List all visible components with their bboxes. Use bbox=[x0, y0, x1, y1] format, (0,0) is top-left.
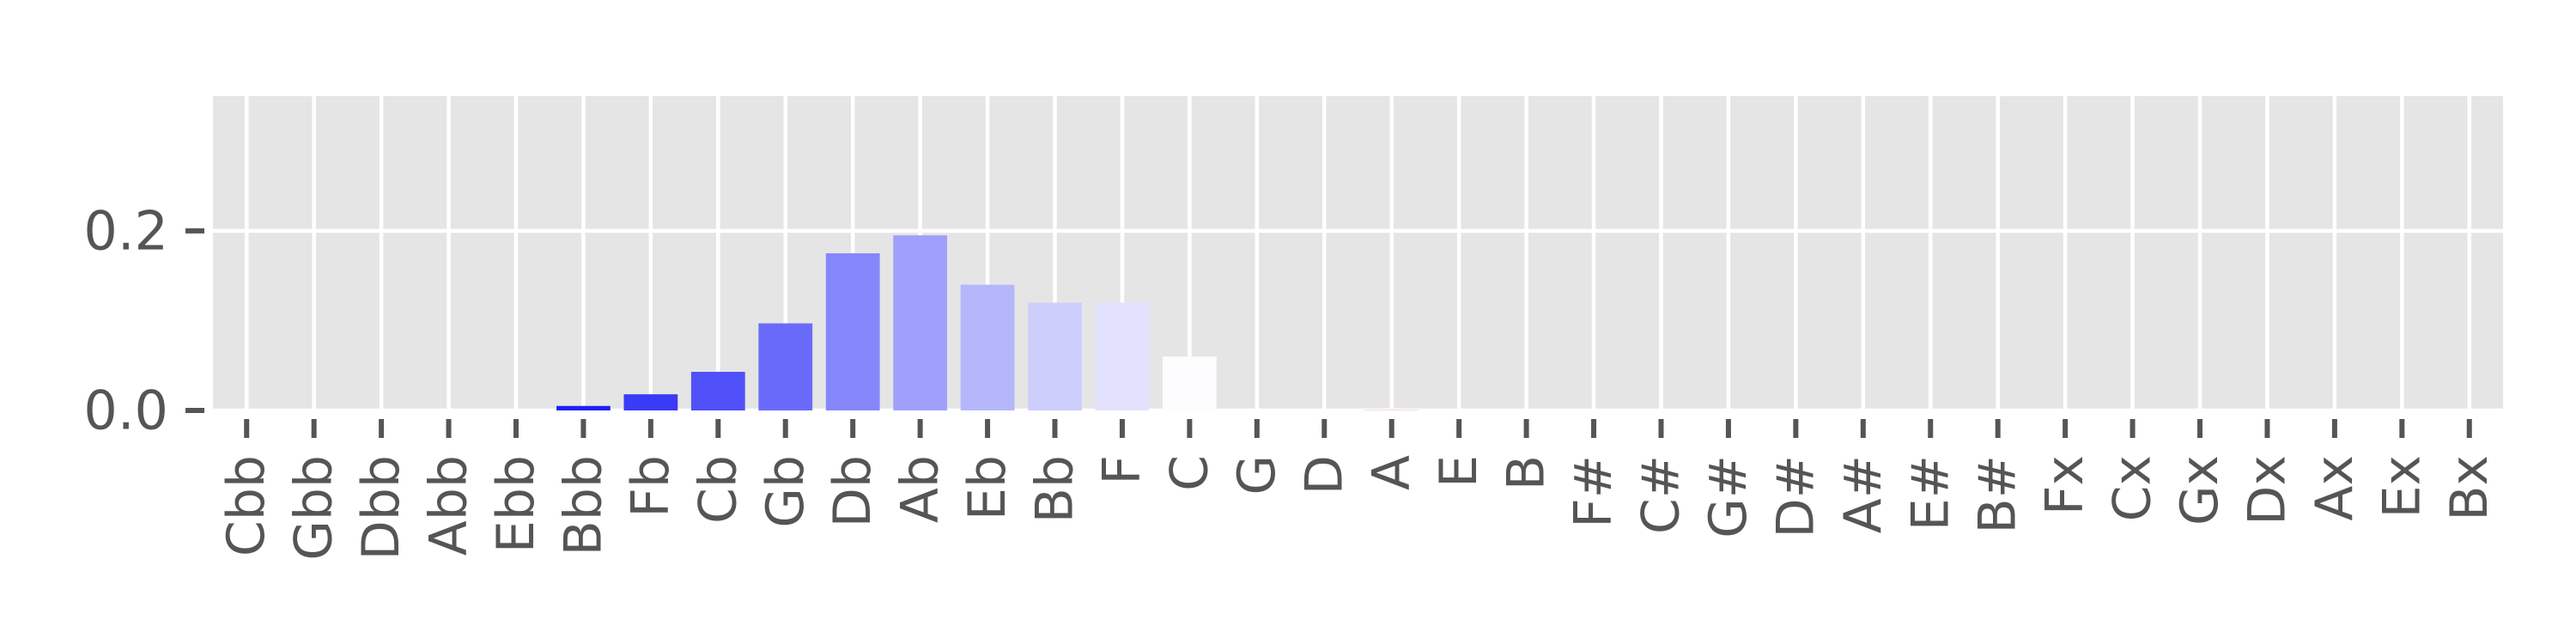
x-tick-label: G# bbox=[1698, 455, 1759, 538]
x-tick-label: C bbox=[1159, 455, 1219, 491]
y-axis: 0.0 0.2 bbox=[83, 199, 204, 442]
x-tick-label: Gx bbox=[2170, 455, 2230, 526]
bar-Db bbox=[825, 253, 880, 410]
x-tick-label: Cbb bbox=[216, 455, 276, 556]
x-tick-label: B bbox=[1497, 455, 1557, 490]
x-tick-label: B# bbox=[1968, 455, 2028, 533]
x-tick-label: E bbox=[1429, 455, 1489, 488]
x-tick-label: Abb bbox=[419, 455, 479, 556]
x-tick-label: Fb bbox=[621, 455, 681, 518]
x-tick-label: F bbox=[1092, 455, 1152, 485]
x-tick-label: Fx bbox=[2035, 455, 2095, 515]
bars bbox=[556, 235, 1419, 410]
x-tick-label: G bbox=[1227, 455, 1287, 495]
bar-Bbb bbox=[556, 405, 611, 410]
y-tick-label: 0.2 bbox=[83, 199, 168, 262]
x-axis: Cbb Gbb Dbb Abb Ebb Bbb Fb Cb Gb Db Ab Eb Bb F C G D A E B F… bbox=[216, 419, 2500, 561]
x-tick-label: C# bbox=[1631, 455, 1691, 534]
x-tick-label: A bbox=[1362, 455, 1422, 490]
x-tick-label: F# bbox=[1564, 455, 1624, 528]
plot-background bbox=[213, 96, 2503, 410]
bar-C bbox=[1163, 356, 1217, 410]
x-tick-label: D# bbox=[1765, 455, 1826, 538]
x-tick-label: Ax bbox=[2305, 455, 2365, 521]
x-tick-label: Db bbox=[823, 455, 883, 527]
x-tick-label: Bbb bbox=[553, 455, 613, 556]
bar-Cb bbox=[690, 372, 745, 410]
bar-Eb bbox=[960, 284, 1015, 410]
x-tick-label: Ab bbox=[890, 455, 951, 523]
x-tick-label: Gbb bbox=[284, 455, 344, 561]
bar-Fb bbox=[623, 394, 678, 410]
x-tick-label: Dx bbox=[2237, 455, 2297, 526]
bar-F bbox=[1095, 302, 1150, 410]
x-tick-label: A# bbox=[1833, 455, 1893, 533]
bar-Ab bbox=[893, 235, 948, 410]
x-tick-label: Gb bbox=[756, 455, 816, 528]
x-tick-label: Ebb bbox=[486, 455, 546, 553]
x-tick-label: Cx bbox=[2103, 455, 2163, 521]
x-tick-label: E# bbox=[1900, 455, 1960, 531]
x-tick-label: Dbb bbox=[351, 455, 411, 560]
x-tick-label: Eb bbox=[957, 455, 1018, 520]
bar-Gb bbox=[758, 323, 813, 410]
x-tick-label: Bb bbox=[1025, 455, 1085, 523]
x-tick-label: D bbox=[1294, 455, 1354, 495]
bar-Bb bbox=[1028, 302, 1082, 410]
x-tick-label: Cb bbox=[688, 455, 748, 524]
x-tick-label: Bx bbox=[2439, 455, 2500, 521]
x-tick-label: Ex bbox=[2372, 455, 2432, 518]
y-tick-label: 0.0 bbox=[83, 380, 168, 442]
